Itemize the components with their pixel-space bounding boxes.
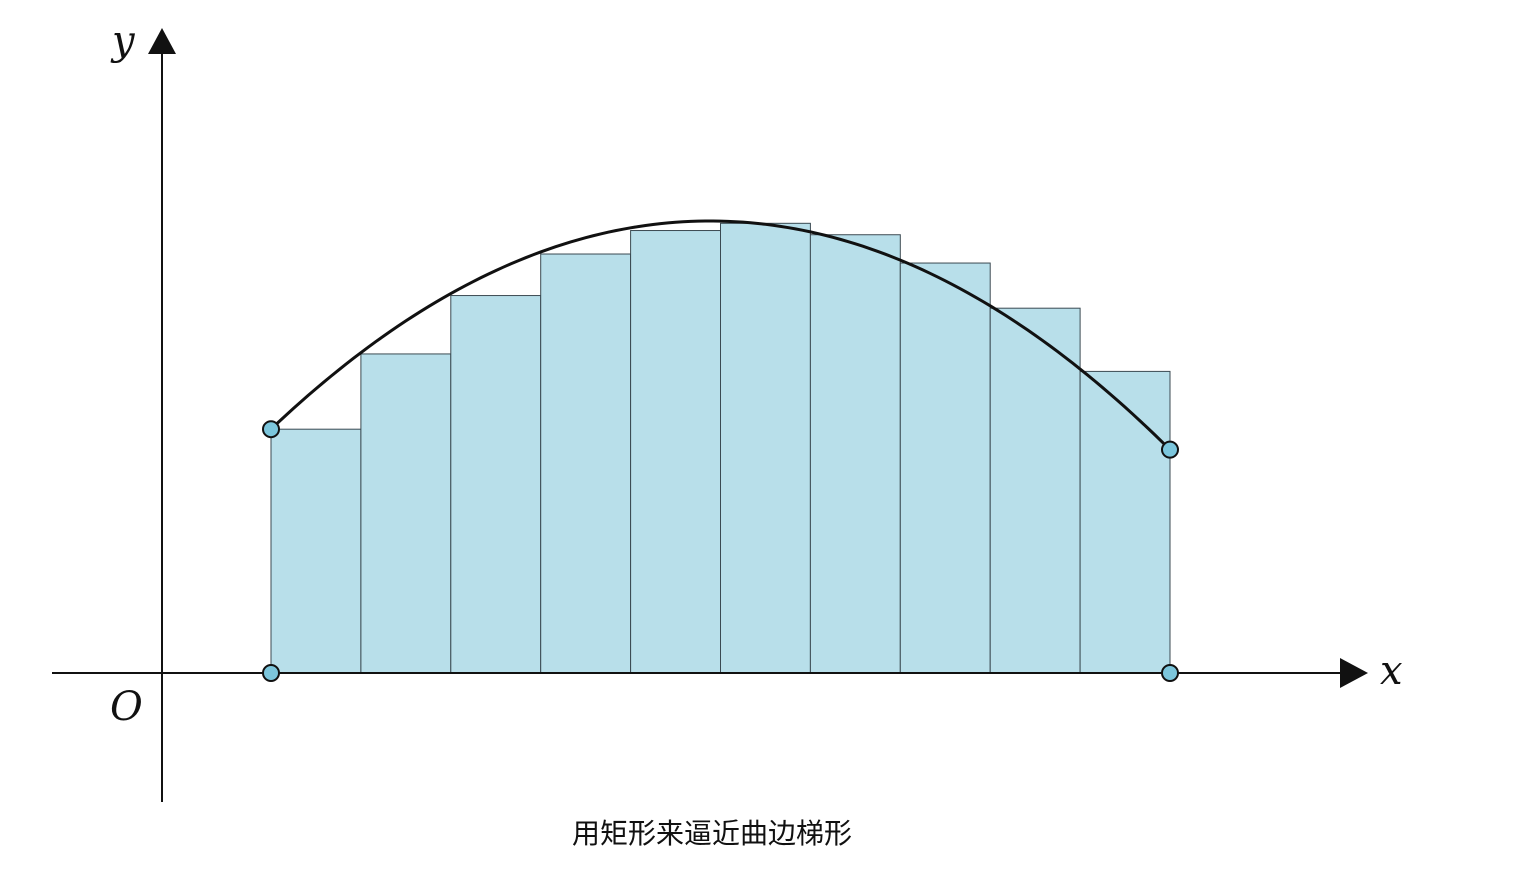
point-top-right <box>1161 440 1179 459</box>
rectangle-7 <box>809 234 901 674</box>
y-axis-arrow <box>148 28 176 54</box>
point-top-left <box>262 420 280 439</box>
rectangle-6 <box>720 222 811 674</box>
approximating-rectangles <box>270 222 1171 674</box>
rectangle-1 <box>270 428 362 674</box>
rectangle-4 <box>540 253 632 674</box>
figure-caption: 用矩形来逼近曲边梯形 <box>571 817 852 850</box>
point-bottom-left <box>262 664 280 682</box>
endpoints <box>262 420 1179 682</box>
rectangle-9 <box>989 307 1081 674</box>
x-axis-label: x <box>1380 648 1403 694</box>
rectangle-3 <box>450 295 542 674</box>
rectangle-5 <box>630 230 721 674</box>
point-bottom-right <box>1161 664 1179 682</box>
x-axis-arrow <box>1340 658 1368 688</box>
rectangle-10 <box>1079 370 1171 674</box>
origin-label: O <box>110 684 143 730</box>
y-axis-label: y <box>110 18 136 64</box>
rectangle-2 <box>360 353 452 674</box>
rectangle-8 <box>899 262 991 674</box>
curve <box>269 219 1172 451</box>
